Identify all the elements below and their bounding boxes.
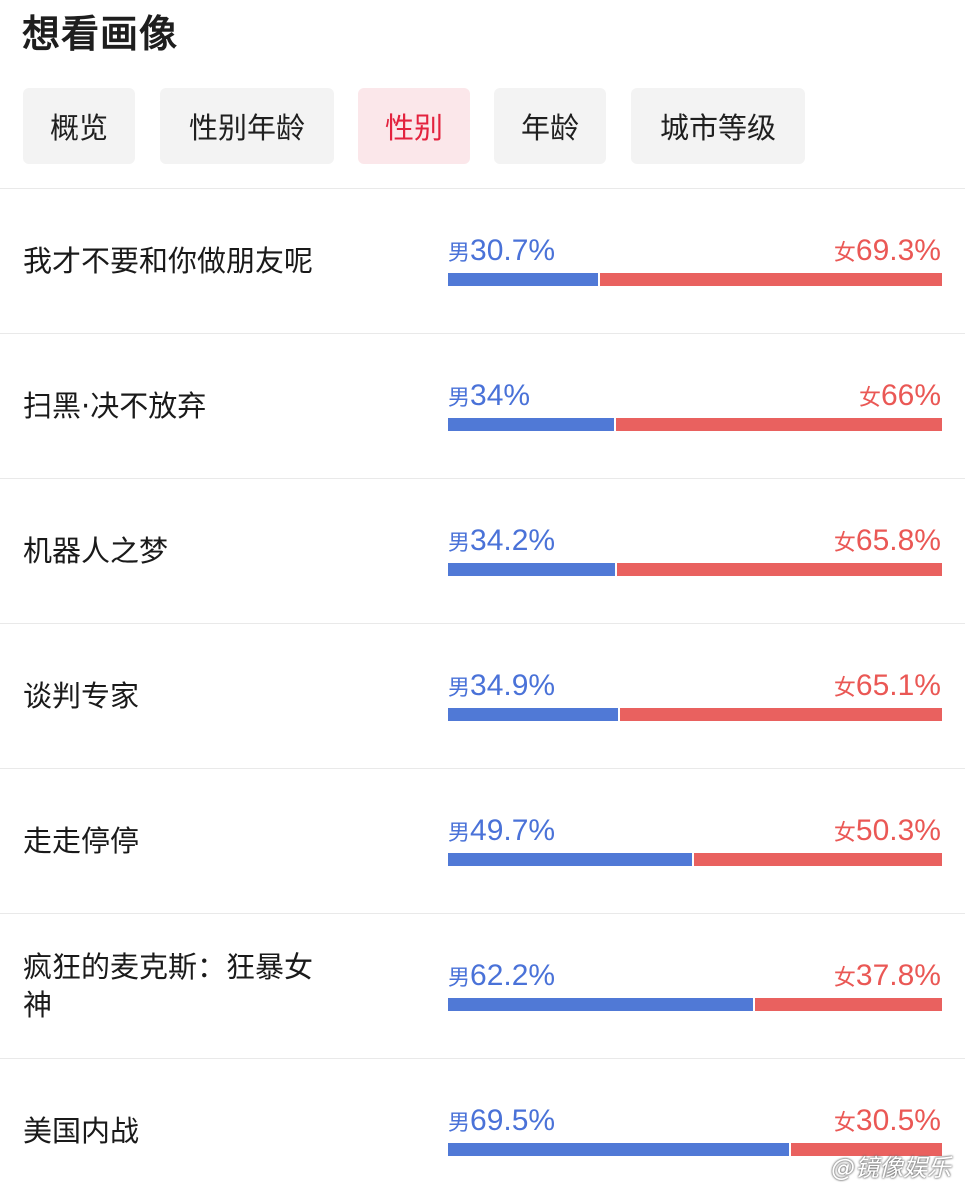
movie-name: 扫黑·决不放弃 [23,389,207,423]
tab-age[interactable]: 年龄 [494,88,606,164]
list-item[interactable]: 扫黑·决不放弃 男34% 女66% [0,333,965,478]
male-bar [448,563,617,576]
tab-city-tier[interactable]: 城市等级 [631,88,805,164]
tab-gender[interactable]: 性别 [358,88,470,164]
list-item[interactable]: 机器人之梦 男34.2% 女65.8% [0,478,965,623]
male-bar [448,853,694,866]
list-item[interactable]: 走走停停 男49.7% 女50.3% [0,768,965,913]
female-value: 30.5% [855,1104,941,1137]
male-label: 男 [448,240,471,265]
male-label: 男 [448,675,471,700]
female-percent: 女37.8% [834,958,941,994]
female-value: 65.1% [855,669,941,702]
male-value: 34.2% [470,524,556,557]
gender-list: 我才不要和你做朋友呢 男30.7% 女69.3% 扫黑·决不放弃 男34% 女6… [0,188,965,1203]
female-percent: 女65.8% [834,523,941,559]
male-value: 34% [470,379,531,412]
gender-ratio-bar [448,273,942,286]
female-bar [615,418,942,431]
male-label: 男 [448,530,471,555]
movie-name: 谈判专家 [23,679,140,713]
female-bar [791,1143,942,1156]
female-label: 女 [833,530,856,555]
gender-ratio-bar [448,998,942,1011]
male-bar [448,1143,792,1156]
female-label: 女 [833,965,856,990]
male-percent: 男34.9% [448,668,555,704]
male-percent: 男69.5% [448,1103,555,1139]
movie-name: 走走停停 [23,824,140,858]
female-bar [620,708,942,721]
list-item[interactable]: 谈判专家 男34.9% 女65.1% [0,623,965,768]
male-percent: 男34.2% [448,523,555,559]
male-percent: 男30.7% [448,233,555,269]
watermark: @镜像娱乐 [831,1154,951,1182]
female-percent: 女66% [859,378,941,414]
male-label: 男 [448,1110,471,1135]
female-bar [755,998,942,1011]
female-percent: 女65.1% [834,668,941,704]
female-value: 66% [880,379,941,412]
male-value: 62.2% [470,959,556,992]
male-bar [448,273,600,286]
male-label: 男 [448,820,471,845]
tab-overview[interactable]: 概览 [23,88,135,164]
male-value: 30.7% [470,234,556,267]
female-value: 69.3% [855,234,941,267]
female-value: 65.8% [855,524,941,557]
page-title: 想看画像 [22,12,179,56]
female-label: 女 [833,1110,856,1135]
tab-gender-age[interactable]: 性别年龄 [160,88,334,164]
male-value: 69.5% [470,1104,556,1137]
female-label: 女 [833,820,856,845]
movie-name: 疯狂的麦克斯：狂暴女神 [23,950,314,1022]
gender-ratio-bar [448,563,942,576]
female-percent: 女69.3% [834,233,941,269]
female-value: 37.8% [855,959,941,992]
list-item[interactable]: 我才不要和你做朋友呢 男30.7% 女69.3% [0,188,965,333]
gender-ratio-bar [448,708,942,721]
female-label: 女 [833,240,856,265]
gender-ratio-bar [448,418,942,431]
male-value: 34.9% [470,669,556,702]
female-percent: 女50.3% [834,813,941,849]
male-percent: 男62.2% [448,958,555,994]
male-bar [448,998,756,1011]
gender-ratio-bar [448,853,942,866]
male-percent: 男49.7% [448,813,555,849]
male-value: 49.7% [470,814,556,847]
list-item[interactable]: 美国内战 男69.5% 女30.5% [0,1058,965,1203]
female-value: 50.3% [855,814,941,847]
female-bar [693,853,942,866]
male-label: 男 [448,965,471,990]
movie-name: 机器人之梦 [23,534,169,568]
movie-name: 美国内战 [23,1114,140,1148]
female-label: 女 [833,675,856,700]
male-percent: 男34% [448,378,530,414]
movie-name: 我才不要和你做朋友呢 [23,244,314,278]
male-label: 男 [448,385,471,410]
male-bar [448,418,616,431]
female-label: 女 [858,385,881,410]
tab-bar: 概览 性别年龄 性别 年龄 城市等级 [0,88,965,164]
female-bar [616,563,942,576]
list-item[interactable]: 疯狂的麦克斯：狂暴女神 男62.2% 女37.8% [0,913,965,1058]
female-percent: 女30.5% [834,1103,941,1139]
female-bar [599,273,942,286]
gender-ratio-bar [448,1143,942,1156]
male-bar [448,708,621,721]
